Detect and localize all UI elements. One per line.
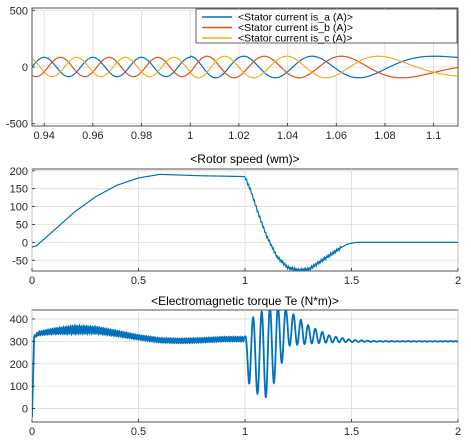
y-tick-label: 0 (22, 237, 28, 249)
x-tick-label: 1 (187, 130, 193, 142)
x-tick-label: 1 (242, 275, 248, 287)
series-line-is-c (32, 55, 458, 79)
chart-title-rotor-speed: <Rotor speed (wm)> (190, 152, 299, 166)
series-line-rotor-speed (32, 173, 458, 271)
panel-rotor-speed: <Rotor speed (wm)> 0 0.5 1 1.5 2-50050100150… (10, 152, 461, 287)
legend-box (195, 8, 458, 44)
x-tick-label: 0.5 (131, 275, 146, 287)
y-tick-label: 400 (10, 314, 28, 326)
x-tick-label: 1.5 (344, 426, 359, 438)
y-tick-label: 300 (10, 336, 28, 348)
x-tick-label: 0.94 (33, 130, 54, 142)
y-tick-label: 500 (10, 5, 28, 17)
x-tick-label: 1.1 (426, 130, 441, 142)
x-tick-label: 1.04 (277, 130, 298, 142)
y-tick-label: 200 (10, 359, 28, 371)
legend: <Stator current is_a (A)><Stator current… (195, 8, 458, 45)
series-line-is-b (32, 55, 458, 79)
x-tick-label: 0.98 (131, 130, 152, 142)
y-tick-label: -500 (6, 119, 28, 131)
x-tick-label: 2 (455, 275, 461, 287)
y-tick-label: 100 (10, 202, 28, 214)
y-tick-label: 0 (22, 62, 28, 74)
x-tick-label: 0 (29, 275, 35, 287)
y-tick-label: 200 (10, 166, 28, 178)
y-tick-label: 50 (16, 219, 28, 231)
series-line-electromagnetic-torque (32, 310, 458, 418)
y-tick-label: 100 (10, 381, 28, 393)
x-tick-label: 1.08 (374, 130, 395, 142)
y-tick-label: 0 (22, 404, 28, 416)
x-tick-label: 1 (242, 426, 248, 438)
x-tick-label: 0 (29, 426, 35, 438)
panel-stator-current: 0.94 0.96 0.98 1 1.02 1.04 1.06 1.08 1.1 -500 0 500… (6, 5, 459, 142)
chart-title-electromagnetic-torque: <Electromagnetic torque Te (N*m)> (151, 294, 339, 308)
legend-entry: <Stator current is_a (A)> (238, 12, 353, 24)
x-tick-label: 0.96 (82, 130, 103, 142)
legend-entry: <Stator current is_c (A)> (238, 33, 352, 45)
x-tick-label: 0.5 (131, 426, 146, 438)
x-tick-label: 1.5 (344, 275, 359, 287)
series-line-is-a (32, 55, 458, 79)
x-tick-label: 1.02 (228, 130, 249, 142)
y-tick-label: 150 (10, 184, 28, 196)
y-tick-label: -50 (12, 255, 28, 267)
legend-entry: <Stator current is_b (A)> (238, 22, 353, 34)
x-tick-label: 1.06 (326, 130, 347, 142)
x-tick-label: 2 (455, 426, 461, 438)
panel-electromagnetic-torque: <Electromagnetic torque Te (N*m)> 0 0.5 1 1… (10, 294, 461, 438)
